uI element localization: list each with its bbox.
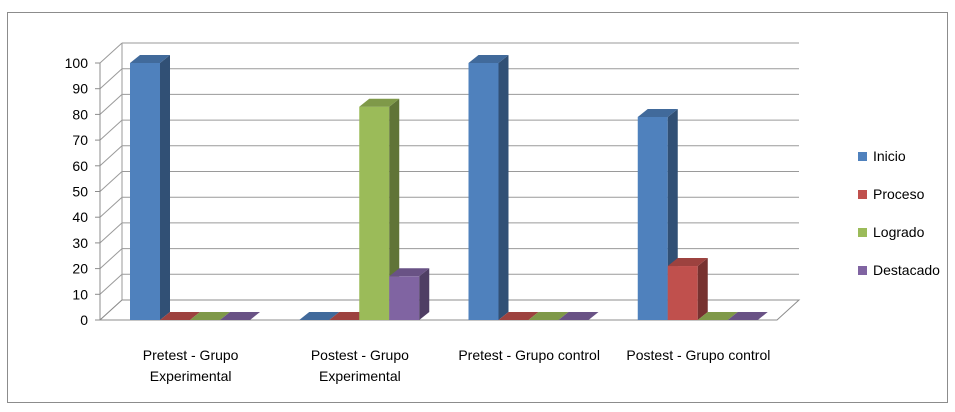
y-tick-label: 60: [72, 158, 88, 174]
bar-side: [697, 258, 708, 320]
x-tick-label: Postest - Grupo control: [626, 347, 770, 363]
bar-side: [498, 55, 509, 320]
bar-top: [468, 55, 509, 63]
legend-swatch: [858, 266, 867, 275]
legend-swatch: [858, 152, 867, 161]
y-tick-label: 40: [72, 209, 88, 225]
side-gridline: [99, 94, 123, 115]
bar: [190, 312, 230, 320]
bar-top: [220, 312, 260, 320]
bar-top: [498, 312, 539, 320]
bar-top: [359, 98, 400, 107]
legend-swatch: [858, 228, 867, 237]
side-gridline: [99, 248, 123, 269]
bar: [389, 268, 430, 320]
y-tick-label: 10: [72, 286, 88, 302]
x-tick-label: Pretest - Grupo control: [458, 347, 600, 363]
bar-top: [637, 108, 678, 117]
y-tick-label: 100: [65, 55, 89, 71]
bar-top: [299, 312, 340, 320]
side-gridline: [99, 68, 123, 90]
bar-side: [419, 268, 430, 320]
y-tick-label: 0: [80, 312, 88, 328]
legend-label: Proceso: [873, 186, 925, 202]
y-tick-label: 90: [72, 81, 88, 97]
bar-top: [727, 312, 768, 320]
legend-label: Inicio: [873, 148, 906, 164]
bar: [558, 312, 599, 320]
side-gridline: [99, 171, 123, 192]
x-tick-label: Postest - Grupo Experimental: [311, 347, 409, 384]
bar-top: [697, 312, 738, 320]
y-tick-label: 20: [72, 261, 88, 277]
bar-side: [160, 55, 170, 320]
bar-top: [160, 312, 200, 320]
bar-front: [389, 276, 420, 320]
side-gridline: [99, 42, 123, 64]
bar: [528, 312, 569, 320]
legend-label: Destacado: [873, 262, 940, 278]
bar: [160, 312, 200, 320]
bar: [359, 98, 400, 320]
y-tick-label: 80: [72, 106, 88, 122]
bar-front: [637, 116, 668, 320]
bar: [498, 312, 539, 320]
side-gridline: [99, 196, 123, 218]
side-gridline: [99, 222, 123, 244]
bar-front: [667, 266, 698, 320]
side-gridline: [99, 119, 123, 141]
bar: [130, 55, 170, 320]
bar: [468, 55, 509, 320]
y-tick-label: 30: [72, 235, 88, 251]
bar-top: [528, 312, 569, 320]
bar: [667, 258, 708, 320]
bar-side: [389, 98, 400, 320]
bar-top: [190, 312, 230, 320]
bar: [727, 312, 768, 320]
side-gridline: [99, 145, 123, 167]
bar-front: [359, 106, 390, 320]
bar: [697, 312, 738, 320]
bar-top: [130, 55, 170, 63]
bar: [299, 312, 340, 320]
bar-top: [389, 268, 430, 277]
bar-top: [558, 312, 599, 320]
y-tick-label: 70: [72, 132, 88, 148]
bar-front: [468, 63, 499, 320]
bar: [220, 312, 260, 320]
x-tick-label: Pretest - Grupo Experimental: [143, 347, 239, 384]
bar-front: [130, 63, 160, 320]
legend-label: Logrado: [873, 224, 925, 240]
bar-top: [667, 258, 708, 267]
legend-swatch: [858, 190, 867, 199]
y-tick-label: 50: [72, 184, 88, 200]
side-gridline: [99, 273, 123, 295]
